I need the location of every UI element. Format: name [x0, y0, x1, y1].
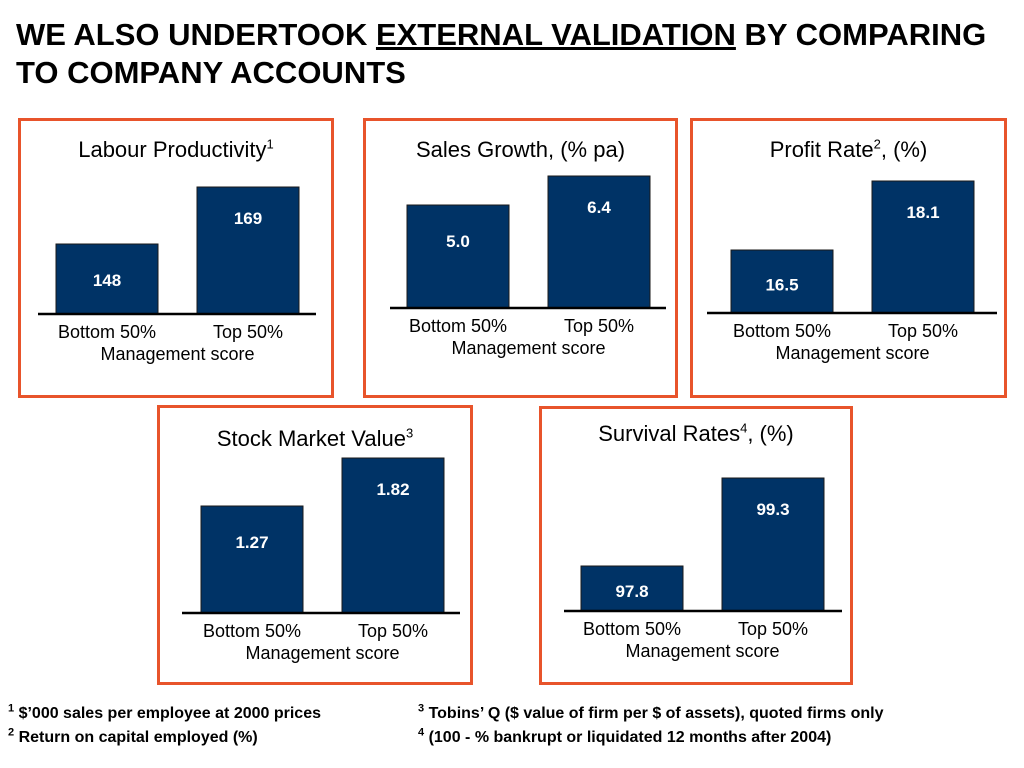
data-label-1: 18.1 — [906, 203, 939, 222]
bar-0 — [200, 505, 304, 614]
bar-1 — [721, 477, 825, 612]
data-label-1: 1.82 — [376, 480, 409, 499]
data-label-1: 99.3 — [756, 500, 789, 519]
x-tick-label-1: Top 50% — [564, 316, 634, 336]
chart-panel-sales-growth: Sales Growth, (% pa) 5.0 Bottom 50% 6.4 Top… — [363, 118, 678, 398]
chart-stock-market-value: 1.27 Bottom 50% 1.82 Top 50%Management scor… — [182, 457, 460, 663]
bar-0 — [730, 249, 834, 314]
x-tick-label-0: Bottom 50% — [409, 316, 507, 336]
bar-0 — [580, 565, 684, 612]
footnote-3-number: 3 — [418, 702, 425, 715]
chart-labour-productivity: 148 Bottom 50% 169 Top 50%Management score — [38, 186, 316, 364]
x-tick-label-1: Top 50% — [358, 621, 428, 641]
chart-title-text: Sales Growth, (% pa) — [415, 137, 626, 162]
footnote-4-text: (100 - % bankrupt or liquidated 12 month… — [424, 729, 832, 746]
footnotes-left: 1 $’000 sales per employee at 2000 price… — [8, 702, 321, 750]
bar-1 — [196, 186, 300, 315]
slide-title: WE ALSO UNDERTOOK EXTERNAL VALIDATION BY… — [16, 16, 1016, 92]
chart-title-text: Survival Rates — [598, 421, 741, 446]
bar-1 — [871, 180, 975, 314]
data-label-0: 97.8 — [615, 582, 648, 601]
chart-panel-labour-productivity: Labour Productivity1 148 Bottom 50% 169 Top… — [18, 118, 334, 398]
x-tick-label-0: Bottom 50% — [203, 621, 301, 641]
data-label-1: 169 — [234, 209, 262, 228]
title-underlined: EXTERNAL VALIDATION — [375, 17, 736, 52]
footnote-2-number: 2 — [8, 726, 15, 739]
x-axis-label: Management score — [625, 641, 779, 661]
data-label-0: 1.27 — [235, 533, 268, 552]
chart-survival-rates: 97.8 Bottom 50% 99.3 Top 50%Management scor… — [564, 477, 842, 661]
chart-title-footnote: 4 — [740, 420, 748, 436]
footnote-1: 1 $’000 sales per employee at 2000 price… — [8, 702, 321, 726]
x-axis-label: Management score — [451, 338, 605, 358]
x-axis-label: Management score — [100, 344, 254, 364]
chart-panel-survival-rates: Survival Rates4, (%) 97.8 Bottom 50% 99.3 T… — [539, 406, 853, 685]
footnotes-right: 3 Tobins’ Q ($ value of firm per $ of as… — [418, 702, 883, 750]
data-label-1: 6.4 — [587, 198, 611, 217]
x-tick-label-1: Top 50% — [888, 321, 958, 341]
title-part-1: WE ALSO UNDERTOOK — [16, 17, 376, 52]
x-tick-label-1: Top 50% — [738, 619, 808, 639]
footnote-3-text: Tobins’ Q ($ value of firm per $ of asse… — [424, 705, 884, 722]
chart-title-text: Profit Rate — [769, 137, 874, 162]
chart-title: Profit Rate2, (%) — [693, 137, 1004, 163]
footnote-1-text: $’000 sales per employee at 2000 prices — [14, 705, 321, 722]
chart-sales-growth: 5.0 Bottom 50% 6.4 Top 50%Management score — [390, 175, 666, 358]
chart-panel-stock-market-value: Stock Market Value3 1.27 Bottom 50% 1.82 To… — [157, 405, 473, 685]
chart-title-suffix: , (%) — [747, 421, 794, 446]
chart-title-suffix: , (%) — [880, 137, 928, 162]
x-tick-label-1: Top 50% — [213, 322, 283, 342]
x-tick-label-0: Bottom 50% — [583, 619, 681, 639]
chart-title: Stock Market Value3 — [160, 426, 470, 452]
x-axis-label: Management score — [775, 343, 929, 363]
footnote-3: 3 Tobins’ Q ($ value of firm per $ of as… — [418, 702, 883, 726]
footnote-2: 2 Return on capital employed (%) — [8, 726, 321, 750]
data-label-0: 148 — [93, 271, 121, 290]
x-axis-label: Management score — [245, 643, 399, 663]
x-tick-label-0: Bottom 50% — [733, 321, 831, 341]
bar-1 — [547, 175, 651, 309]
chart-panel-profit-rate: Profit Rate2, (%) 16.5 Bottom 50% 18.1 Top … — [690, 118, 1007, 398]
footnote-2-text: Return on capital employed (%) — [14, 729, 258, 746]
chart-title: Sales Growth, (% pa) — [366, 137, 675, 163]
chart-title: Labour Productivity1 — [21, 137, 331, 163]
chart-title-footnote: 2 — [873, 136, 881, 152]
chart-title: Survival Rates4, (%) — [542, 421, 850, 447]
chart-title-text: Labour Productivity — [78, 137, 267, 162]
chart-title-text: Stock Market Value — [216, 426, 406, 451]
title-part-2: BY COMPARING TO COMPANY ACCOUNTS — [16, 17, 987, 90]
footnote-1-number: 1 — [8, 702, 15, 715]
footnote-4: 4 (100 - % bankrupt or liquidated 12 mon… — [418, 726, 883, 750]
footnote-4-number: 4 — [418, 726, 425, 739]
chart-profit-rate: 16.5 Bottom 50% 18.1 Top 50%Management scor… — [707, 180, 997, 363]
data-label-0: 16.5 — [765, 276, 798, 295]
chart-title-footnote: 3 — [405, 425, 414, 441]
x-tick-label-0: Bottom 50% — [58, 322, 156, 342]
data-label-0: 5.0 — [446, 232, 470, 251]
bar-0 — [406, 204, 510, 309]
chart-title-footnote: 1 — [266, 136, 274, 152]
